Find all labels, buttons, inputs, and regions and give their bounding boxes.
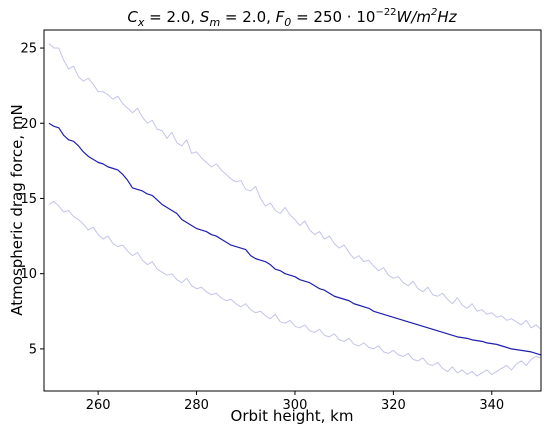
series-line-mean <box>48 122 542 356</box>
x-tick-label: 260 <box>86 398 111 413</box>
series-line-lower <box>48 200 542 377</box>
title-cx-sub: x <box>137 16 145 29</box>
series-line-upper <box>48 43 542 330</box>
plot-lines <box>48 43 542 377</box>
chart-title: Cx = 2.0, Sm = 2.0, F0 = 250 · 10−22W/m2… <box>127 7 457 29</box>
title-unit-exp: 2 <box>431 7 437 18</box>
title-f0-exp: −22 <box>375 7 396 18</box>
y-tick-label: 25 <box>20 42 37 57</box>
y-tick-label: 10 <box>20 267 37 282</box>
x-tick-label: 280 <box>184 398 209 413</box>
x-axis-ticks: 260 280 300 320 340 <box>86 391 504 413</box>
title-f0-symbol: F <box>276 8 285 26</box>
title-sm-symbol: S <box>200 8 210 26</box>
title-sm-value: = 2.0, <box>220 8 276 26</box>
x-tick-label: 300 <box>283 398 308 413</box>
y-axis-label: Atmospheric drag force, mN <box>8 104 26 315</box>
title-f0-value: = 250 · 10 <box>291 8 375 26</box>
title-sm-sub: m <box>209 16 220 29</box>
x-tick-label: 320 <box>381 398 406 413</box>
title-unit-main: W/m <box>397 8 432 26</box>
y-tick-label: 20 <box>20 117 37 132</box>
title-cx-value: = 2.0, <box>144 8 200 26</box>
y-axis-ticks: 5 10 15 20 25 <box>20 42 44 357</box>
y-tick-label: 15 <box>20 192 37 207</box>
plot-frame <box>43 29 542 392</box>
title-f0-sub: 0 <box>284 16 291 29</box>
x-axis-label: Orbit height, km <box>231 407 354 425</box>
y-tick-label: 5 <box>29 342 37 357</box>
x-tick-label: 340 <box>479 398 504 413</box>
title-cx-symbol: C <box>127 8 138 26</box>
title-unit-tail: Hz <box>437 8 457 26</box>
